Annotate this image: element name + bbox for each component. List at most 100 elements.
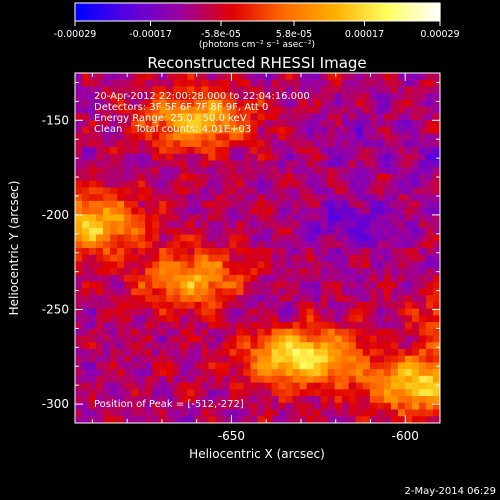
image-pixel: [250, 194, 258, 202]
image-pixel: [306, 214, 315, 222]
image-pixel: [145, 301, 153, 309]
image-pixel: [341, 200, 350, 209]
image-pixel: [376, 409, 385, 417]
image-pixel: [110, 288, 118, 296]
image-pixel: [425, 93, 434, 101]
image-pixel: [124, 288, 132, 296]
image-pixel: [334, 281, 343, 289]
image-pixel: [201, 254, 209, 262]
image-pixel: [138, 268, 146, 276]
image-pixel: [82, 248, 90, 256]
image-pixel: [194, 126, 202, 134]
image-pixel: [278, 261, 286, 269]
image-pixel: [306, 93, 315, 101]
image-pixel: [348, 254, 357, 262]
image-pixel: [285, 328, 293, 336]
image-pixel: [124, 147, 132, 155]
image-pixel: [250, 221, 258, 229]
image-pixel: [313, 86, 322, 94]
image-pixel: [299, 194, 308, 202]
image-pixel: [306, 375, 315, 384]
image-pixel: [257, 355, 265, 363]
image-pixel: [187, 274, 195, 283]
image-pixel: [201, 160, 209, 168]
image-pixel: [187, 355, 195, 363]
image-pixel: [215, 120, 223, 128]
image-pixel: [229, 355, 237, 363]
colorbar-segment: [221, 3, 225, 21]
image-pixel: [306, 160, 315, 168]
image-pixel: [348, 126, 357, 134]
image-pixel: [166, 187, 174, 195]
image-pixel: [138, 335, 146, 343]
image-pixel: [208, 355, 216, 363]
image-pixel: [215, 241, 223, 249]
image-pixel: [187, 113, 195, 121]
image-pixel: [173, 180, 181, 188]
image-pixel: [166, 73, 174, 81]
image-pixel: [222, 369, 230, 377]
image-pixel: [397, 207, 406, 215]
image-pixel: [306, 355, 315, 363]
image-pixel: [208, 194, 216, 202]
image-pixel: [138, 187, 146, 195]
image-pixel: [383, 295, 392, 303]
colorbar-segment: [367, 3, 371, 21]
image-pixel: [89, 86, 97, 94]
image-pixel: [306, 389, 315, 397]
image-pixel: [334, 221, 343, 229]
image-pixel: [82, 99, 90, 108]
image-pixel: [341, 315, 350, 323]
image-pixel: [117, 140, 125, 148]
image-pixel: [82, 147, 90, 155]
image-pixel: [208, 153, 216, 161]
image-pixel: [264, 73, 272, 81]
image-pixel: [145, 173, 153, 182]
image-pixel: [418, 288, 427, 296]
image-pixel: [306, 106, 315, 114]
image-pixel: [180, 362, 188, 370]
image-pixel: [390, 416, 399, 423]
image-pixel: [362, 106, 371, 114]
image-pixel: [306, 268, 315, 276]
image-pixel: [110, 295, 118, 303]
image-pixel: [362, 348, 371, 357]
image-pixel: [117, 234, 125, 242]
image-pixel: [425, 254, 434, 262]
image-pixel: [320, 214, 329, 222]
image-pixel: [243, 133, 251, 141]
image-pixel: [138, 362, 146, 370]
image-pixel: [131, 308, 139, 316]
image-pixel: [327, 261, 336, 269]
image-pixel: [306, 140, 315, 148]
image-pixel: [124, 160, 132, 168]
image-pixel: [236, 120, 244, 128]
image-pixel: [138, 234, 146, 242]
image-pixel: [299, 328, 308, 336]
image-pixel: [383, 167, 392, 175]
image-pixel: [243, 355, 251, 363]
image-pixel: [383, 335, 392, 343]
image-pixel: [201, 274, 209, 283]
image-pixel: [425, 274, 434, 283]
image-pixel: [145, 234, 153, 242]
image-pixel: [306, 402, 315, 410]
image-pixel: [292, 140, 301, 148]
image-pixel: [243, 173, 251, 182]
image-pixel: [355, 308, 364, 316]
colorbar-segment: [382, 3, 386, 21]
colorbar-tick-label: 5.8e-05: [276, 29, 312, 40]
image-pixel: [152, 362, 160, 370]
image-pixel: [257, 281, 265, 289]
image-pixel: [194, 133, 202, 141]
image-pixel: [257, 342, 265, 350]
image-pixel: [418, 73, 427, 81]
image-pixel: [390, 396, 399, 404]
image-pixel: [362, 355, 371, 363]
image-pixel: [180, 200, 188, 209]
image-pixel: [348, 348, 357, 357]
image-pixel: [369, 106, 378, 114]
image-pixel: [292, 207, 301, 215]
image-pixel: [145, 106, 153, 114]
image-pixel: [306, 207, 315, 215]
